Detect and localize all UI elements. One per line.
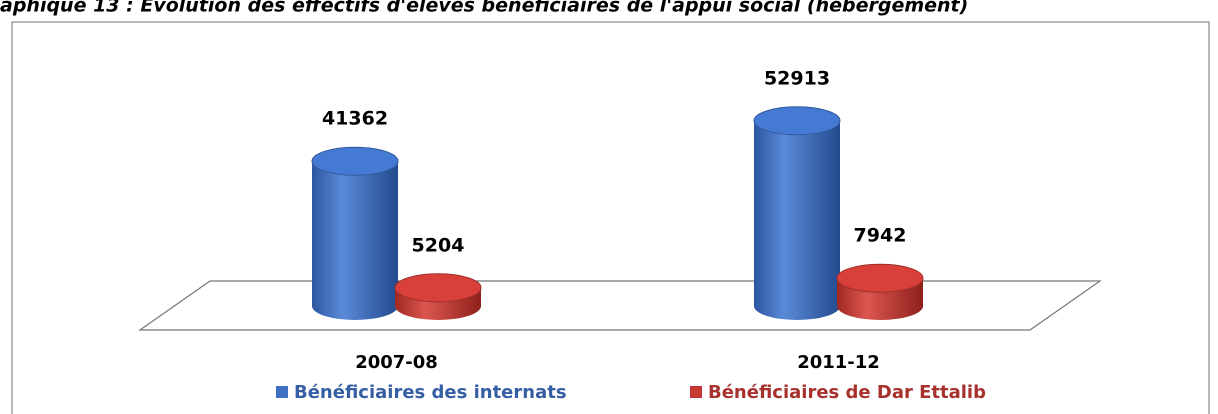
value-label: 41362 (322, 108, 388, 130)
cylinder-body (312, 161, 398, 320)
cylinder-top (836, 263, 924, 293)
cylinder (753, 106, 841, 320)
x-tick-label: 2011-12 (797, 352, 880, 373)
value-label: 5204 (412, 234, 465, 256)
chart-border (11, 21, 1210, 414)
chart-title: aphique 13 : Evolution des effectifs d'é… (0, 0, 968, 17)
cylinder (836, 263, 924, 320)
cylinder-top (311, 146, 399, 176)
value-label: 52913 (764, 67, 830, 89)
value-label: 7942 (854, 225, 907, 247)
legend-label: Bénéficiaires des internats (294, 382, 567, 403)
cylinder-top (753, 106, 841, 136)
cylinder (394, 273, 482, 320)
legend-swatch (690, 386, 702, 398)
cylinder (311, 146, 399, 320)
legend-swatch (276, 386, 288, 398)
legend-label: Bénéficiaires de Dar Ettalib (708, 382, 986, 403)
cylinder-top (394, 273, 482, 303)
x-tick-label: 2007-08 (355, 352, 438, 373)
floor (138, 280, 1102, 331)
cylinder-body (754, 120, 840, 320)
